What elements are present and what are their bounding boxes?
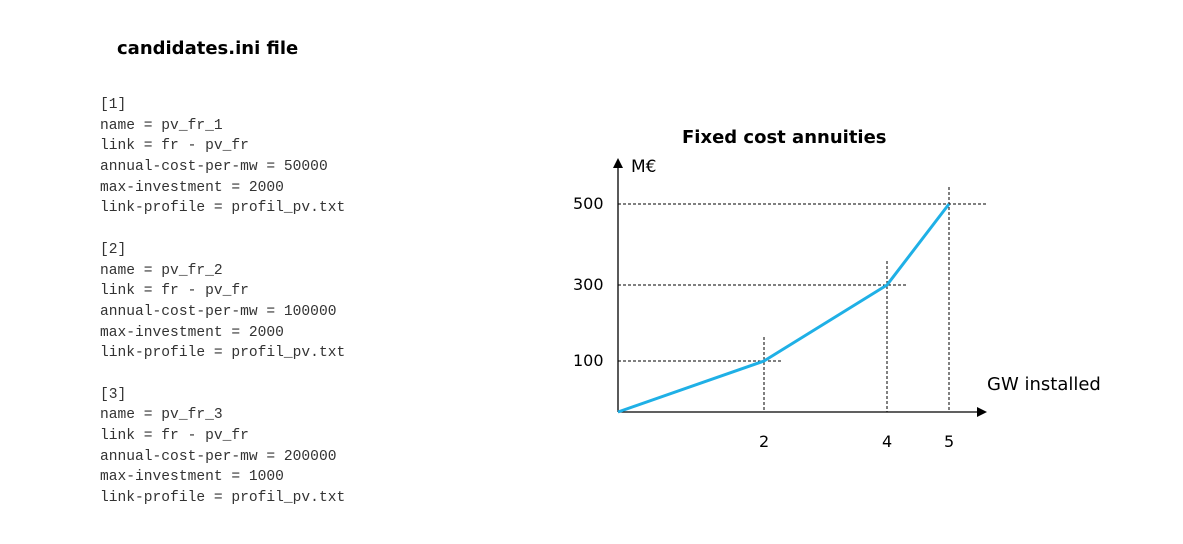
candidate-section-2: [2] name = pv_fr_2 link = fr - pv_fr ann… [100,240,345,364]
candidate-section-1: [1] name = pv_fr_1 link = fr - pv_fr ann… [100,95,345,219]
series-line [617,203,951,414]
code-line: annual-cost-per-mw = 200000 [100,448,337,465]
x-tick-label: 4 [882,432,893,451]
section-header: [1] [100,97,127,113]
y-axis-arrowhead [613,158,623,168]
code-line: max-investment = 1000 [100,469,284,486]
code-line: name = pv_fr_2 [100,262,223,279]
series-group [617,203,951,414]
code-line: annual-cost-per-mw = 100000 [100,303,337,320]
y-tick-label: 100 [573,351,604,370]
y-axis-unit: M€ [631,157,657,177]
code-line: link-profile = profil_pv.txt [100,345,346,362]
code-line: name = pv_fr_1 [100,117,223,134]
code-line: max-investment = 2000 [100,324,284,341]
code-line: annual-cost-per-mw = 50000 [100,159,328,176]
candidate-section-3: [3] name = pv_fr_3 link = fr - pv_fr ann… [100,385,345,509]
section-header: [2] [100,241,127,258]
chart-title: Fixed cost annuities [682,127,887,148]
x-axis-arrowhead [977,407,987,417]
section-header: [3] [100,386,127,403]
code-line: link-profile = profil_pv.txt [100,200,346,217]
x-tick-label: 5 [944,432,955,451]
x-tick-label: 2 [759,432,770,451]
ini-code-block: [1] name = pv_fr_1 link = fr - pv_fr ann… [100,95,345,529]
guide-lines [618,187,988,412]
code-line: max-investment = 2000 [100,179,284,196]
y-tick-label: 300 [573,275,604,294]
y-tick-label: 500 [573,194,604,213]
x-axis-label: GW installed [987,374,1101,395]
code-line: link = fr - pv_fr [100,283,249,300]
code-line: link-profile = profil_pv.txt [100,490,346,507]
code-line: link = fr - pv_fr [100,428,249,444]
code-line: name = pv_fr_3 [100,407,223,424]
file-title: candidates.ini file [117,38,299,59]
code-line: link = fr - pv_fr [100,138,249,155]
